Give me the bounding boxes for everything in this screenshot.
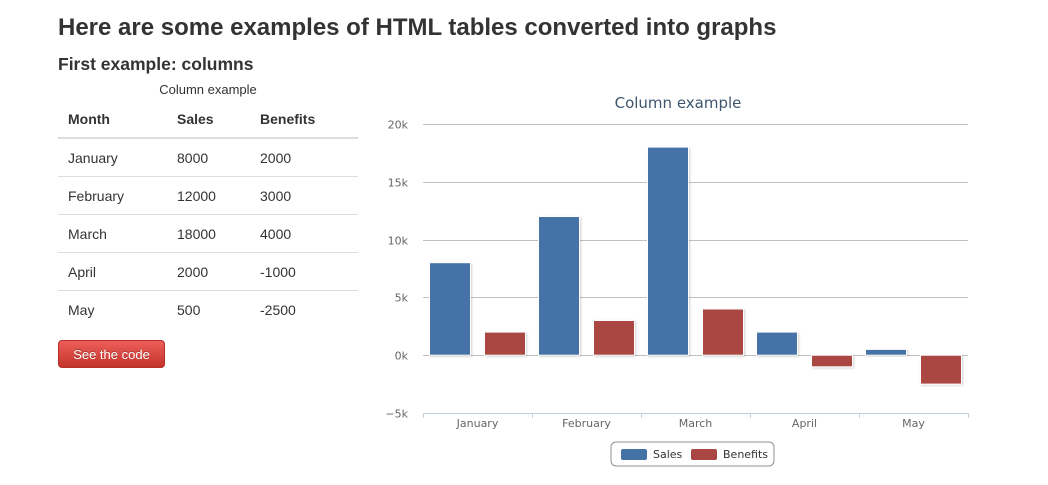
bar-benefits-may[interactable] (920, 354, 962, 385)
table-row: May 500 -2500 (58, 290, 358, 328)
cell-benefits: 2000 (250, 137, 358, 177)
table-caption: Column example (159, 82, 257, 97)
cell-benefits: -2500 (250, 290, 358, 328)
x-tick-label: January (456, 417, 499, 430)
bar-sales-april[interactable] (756, 331, 798, 356)
cell-sales: 500 (167, 290, 250, 328)
y-tick-label: 10k (388, 235, 409, 248)
cell-month: January (58, 137, 167, 177)
bar-benefits-february[interactable] (593, 320, 635, 356)
legend-label-benefits[interactable]: Benefits (723, 448, 768, 461)
page-title: Here are some examples of HTML tables co… (58, 14, 777, 41)
bar-sales-may[interactable] (865, 348, 907, 356)
legend-swatch-sales[interactable] (621, 449, 647, 460)
x-tick-label: May (902, 417, 925, 430)
table-row: April 2000 -1000 (58, 252, 358, 291)
cell-sales: 12000 (167, 176, 250, 215)
cell-month: February (58, 176, 167, 215)
cell-month: March (58, 214, 167, 253)
bar-sales-february[interactable] (538, 216, 580, 356)
table-row: February 12000 3000 (58, 176, 358, 215)
column-chart: Column example 20k 15k 10k 5k 0k −5k January Fe… (385, 94, 969, 467)
header-benefits: Benefits (250, 101, 358, 139)
cell-benefits: -1000 (250, 252, 358, 291)
y-tick-label: 20k (388, 119, 409, 132)
x-tick-label: April (792, 417, 817, 430)
cell-benefits: 3000 (250, 176, 358, 215)
cell-benefits: 4000 (250, 214, 358, 253)
legend-swatch-benefits[interactable] (691, 449, 717, 460)
cell-month: April (58, 252, 167, 291)
cell-sales: 8000 (167, 137, 250, 177)
y-tick-label: −5k (385, 408, 408, 421)
cell-sales: 2000 (167, 252, 250, 291)
x-tick-label: February (562, 417, 611, 430)
bar-sales-march[interactable] (647, 146, 689, 356)
header-sales: Sales (167, 101, 250, 139)
y-tick-label: 15k (388, 177, 409, 190)
y-tick-label: 0k (395, 350, 409, 363)
cell-month: May (58, 290, 167, 328)
x-tick-label: March (679, 417, 713, 430)
y-tick-label: 5k (395, 292, 409, 305)
legend-label-sales[interactable]: Sales (653, 448, 683, 461)
header-month: Month (58, 101, 167, 139)
chart-title: Column example (615, 94, 742, 112)
table-row: January 8000 2000 (58, 137, 358, 177)
table-row: March 18000 4000 (58, 214, 358, 253)
table-header-row: Month Sales Benefits (58, 101, 358, 139)
bar-benefits-march[interactable] (702, 308, 744, 356)
see-the-code-button[interactable]: See the code (58, 340, 165, 368)
bar-benefits-april[interactable] (811, 354, 853, 368)
section-title: First example: columns (58, 54, 254, 74)
bar-sales-january[interactable] (429, 262, 471, 356)
bar-benefits-january[interactable] (484, 331, 526, 356)
data-table: Column example Month Sales Benefits Janu… (58, 80, 358, 328)
cell-sales: 18000 (167, 214, 250, 253)
